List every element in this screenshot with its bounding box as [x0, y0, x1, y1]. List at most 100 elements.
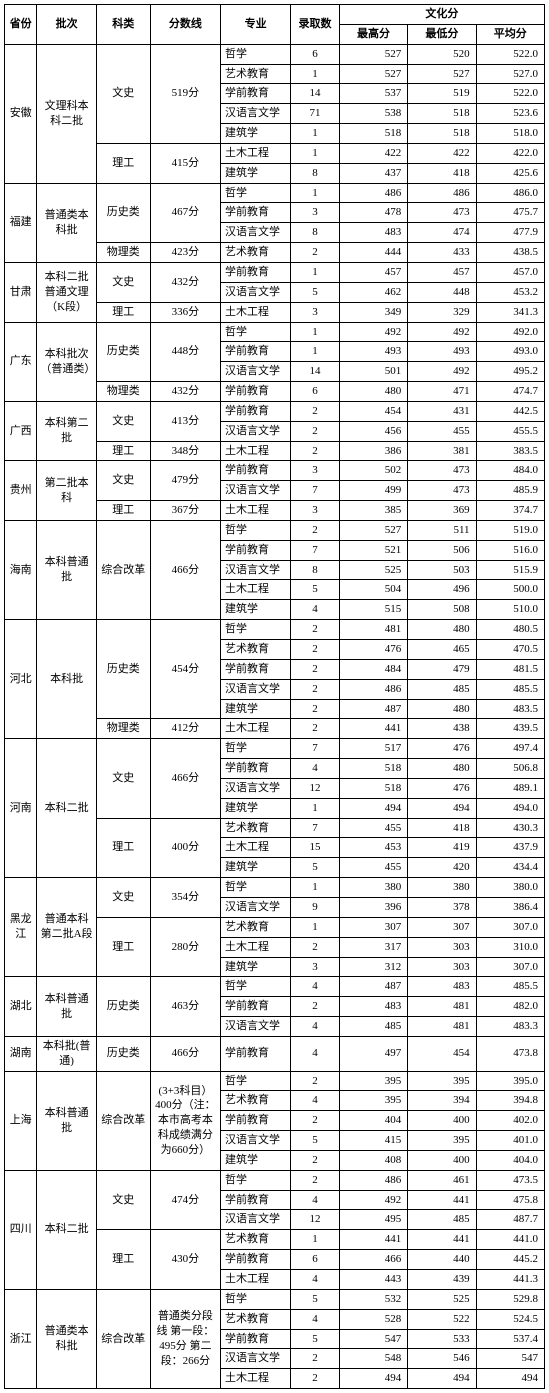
- cell-score-line: 454分: [150, 620, 220, 719]
- cell-province: 河南: [5, 739, 37, 878]
- cell-major: 土木工程: [221, 937, 291, 957]
- cell-major: 哲学: [221, 1289, 291, 1309]
- cell-admit-count: 4: [291, 1190, 340, 1210]
- cell-min: 494: [408, 798, 476, 818]
- cell-admit-count: 5: [291, 1131, 340, 1151]
- th-major: 专业: [221, 5, 291, 45]
- cell-min: 419: [408, 838, 476, 858]
- cell-major: 艺术教育: [221, 640, 291, 660]
- cell-min: 481: [408, 1017, 476, 1037]
- cell-max: 495: [339, 1210, 407, 1230]
- cell-max: 453: [339, 838, 407, 858]
- cell-max: 404: [339, 1111, 407, 1131]
- cell-avg: 439.5: [476, 719, 544, 739]
- cell-major: 土木工程: [221, 302, 291, 322]
- cell-max: 456: [339, 421, 407, 441]
- cell-avg: 483.3: [476, 1017, 544, 1037]
- cell-min: 494: [408, 1369, 476, 1389]
- cell-category: 文史: [96, 1170, 150, 1230]
- cell-min: 438: [408, 719, 476, 739]
- cell-category: 历史类: [96, 183, 150, 243]
- cell-avg: 547: [476, 1349, 544, 1369]
- cell-max: 385: [339, 501, 407, 521]
- cell-max: 455: [339, 818, 407, 838]
- cell-avg: 473.8: [476, 1036, 544, 1071]
- th-province: 省份: [5, 5, 37, 45]
- cell-batch: 文理科本科二批: [37, 44, 96, 183]
- th-admit-count: 录取数: [291, 5, 340, 45]
- cell-avg: 487.7: [476, 1210, 544, 1230]
- cell-batch: 本科普通批: [37, 1071, 96, 1170]
- cell-major: 学前教育: [221, 1190, 291, 1210]
- cell-major: 艺术教育: [221, 64, 291, 84]
- cell-min: 508: [408, 600, 476, 620]
- cell-score-line: (3+3科目）400分（注：本市高考本科成绩满分为660分）: [150, 1071, 220, 1170]
- cell-min: 461: [408, 1170, 476, 1190]
- cell-min: 400: [408, 1111, 476, 1131]
- table-row: 浙江普通类本科批综合改革普通类分段线 第一段：495分 第二段：266分哲学55…: [5, 1289, 545, 1309]
- cell-min: 400: [408, 1150, 476, 1170]
- cell-major: 哲学: [221, 44, 291, 64]
- cell-major: 学前教育: [221, 203, 291, 223]
- cell-admit-count: 5: [291, 858, 340, 878]
- cell-admit-count: 4: [291, 977, 340, 997]
- cell-min: 440: [408, 1250, 476, 1270]
- cell-admit-count: 3: [291, 461, 340, 481]
- th-score-line: 分数线: [150, 5, 220, 45]
- table-row: 河北本科批历史类454分哲学2481480480.5: [5, 620, 545, 640]
- cell-major: 学前教育: [221, 997, 291, 1017]
- cell-min: 439: [408, 1270, 476, 1290]
- cell-avg: 404.0: [476, 1150, 544, 1170]
- cell-min: 441: [408, 1190, 476, 1210]
- cell-major: 建筑学: [221, 957, 291, 977]
- cell-major: 学前教育: [221, 342, 291, 362]
- cell-score-line: 280分: [150, 917, 220, 977]
- cell-avg: 445.2: [476, 1250, 544, 1270]
- cell-max: 484: [339, 659, 407, 679]
- cell-max: 492: [339, 1190, 407, 1210]
- cell-province: 甘肃: [5, 262, 37, 322]
- cell-avg: 430.3: [476, 818, 544, 838]
- cell-category: 理工: [96, 441, 150, 461]
- cell-score-line: 467分: [150, 183, 220, 243]
- cell-admit-count: 2: [291, 1369, 340, 1389]
- cell-major: 建筑学: [221, 1150, 291, 1170]
- cell-batch: 本科普通批: [37, 520, 96, 619]
- cell-category: 综合改革: [96, 520, 150, 619]
- cell-major: 土木工程: [221, 838, 291, 858]
- cell-admit-count: 1: [291, 124, 340, 144]
- cell-score-line: 412分: [150, 719, 220, 739]
- cell-major: 学前教育: [221, 461, 291, 481]
- cell-admit-count: 1: [291, 143, 340, 163]
- cell-major: 艺术教育: [221, 1309, 291, 1329]
- cell-major: 学前教育: [221, 1036, 291, 1071]
- cell-avg: 455.5: [476, 421, 544, 441]
- cell-avg: 310.0: [476, 937, 544, 957]
- cell-admit-count: 2: [291, 1349, 340, 1369]
- cell-max: 307: [339, 917, 407, 937]
- cell-admit-count: 1: [291, 1230, 340, 1250]
- cell-avg: 516.0: [476, 540, 544, 560]
- cell-major: 哲学: [221, 183, 291, 203]
- cell-admit-count: 3: [291, 203, 340, 223]
- cell-category: 理工: [96, 143, 150, 183]
- cell-major: 哲学: [221, 977, 291, 997]
- cell-avg: 434.4: [476, 858, 544, 878]
- cell-min: 479: [408, 659, 476, 679]
- cell-min: 433: [408, 243, 476, 263]
- cell-category: 历史类: [96, 322, 150, 382]
- cell-avg: 473.5: [476, 1170, 544, 1190]
- table-row: 海南本科普通批综合改革466分哲学2527511519.0: [5, 520, 545, 540]
- cell-admit-count: 3: [291, 302, 340, 322]
- cell-admit-count: 3: [291, 957, 340, 977]
- cell-avg: 374.7: [476, 501, 544, 521]
- cell-min: 474: [408, 223, 476, 243]
- cell-max: 349: [339, 302, 407, 322]
- table-row: 上海本科普通批综合改革(3+3科目）400分（注：本市高考本科成绩满分为660分…: [5, 1071, 545, 1091]
- cell-admit-count: 71: [291, 104, 340, 124]
- cell-min: 369: [408, 501, 476, 521]
- cell-max: 415: [339, 1131, 407, 1151]
- cell-min: 496: [408, 580, 476, 600]
- cell-max: 443: [339, 1270, 407, 1290]
- cell-admit-count: 4: [291, 1091, 340, 1111]
